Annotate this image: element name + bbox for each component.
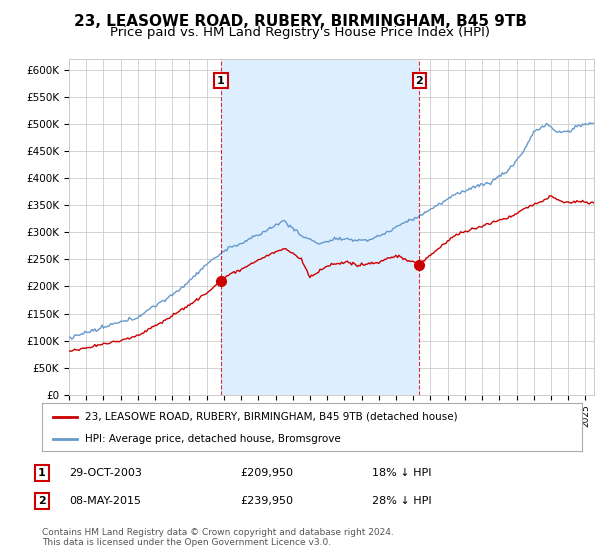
Bar <box>221 59 419 395</box>
Text: 1: 1 <box>217 76 225 86</box>
Text: 1: 1 <box>38 468 46 478</box>
Text: 18% ↓ HPI: 18% ↓ HPI <box>372 468 431 478</box>
Text: 23, LEASOWE ROAD, RUBERY, BIRMINGHAM, B45 9TB (detached house): 23, LEASOWE ROAD, RUBERY, BIRMINGHAM, B4… <box>85 412 458 422</box>
Text: £239,950: £239,950 <box>240 496 293 506</box>
Text: 29-OCT-2003: 29-OCT-2003 <box>69 468 142 478</box>
Text: 23, LEASOWE ROAD, RUBERY, BIRMINGHAM, B45 9TB: 23, LEASOWE ROAD, RUBERY, BIRMINGHAM, B4… <box>74 14 527 29</box>
Text: 08-MAY-2015: 08-MAY-2015 <box>69 496 141 506</box>
Text: Price paid vs. HM Land Registry's House Price Index (HPI): Price paid vs. HM Land Registry's House … <box>110 26 490 39</box>
Text: £209,950: £209,950 <box>240 468 293 478</box>
Text: 2: 2 <box>38 496 46 506</box>
Text: HPI: Average price, detached house, Bromsgrove: HPI: Average price, detached house, Brom… <box>85 434 341 444</box>
Text: 28% ↓ HPI: 28% ↓ HPI <box>372 496 431 506</box>
Text: 2: 2 <box>416 76 424 86</box>
Text: Contains HM Land Registry data © Crown copyright and database right 2024.
This d: Contains HM Land Registry data © Crown c… <box>42 528 394 547</box>
